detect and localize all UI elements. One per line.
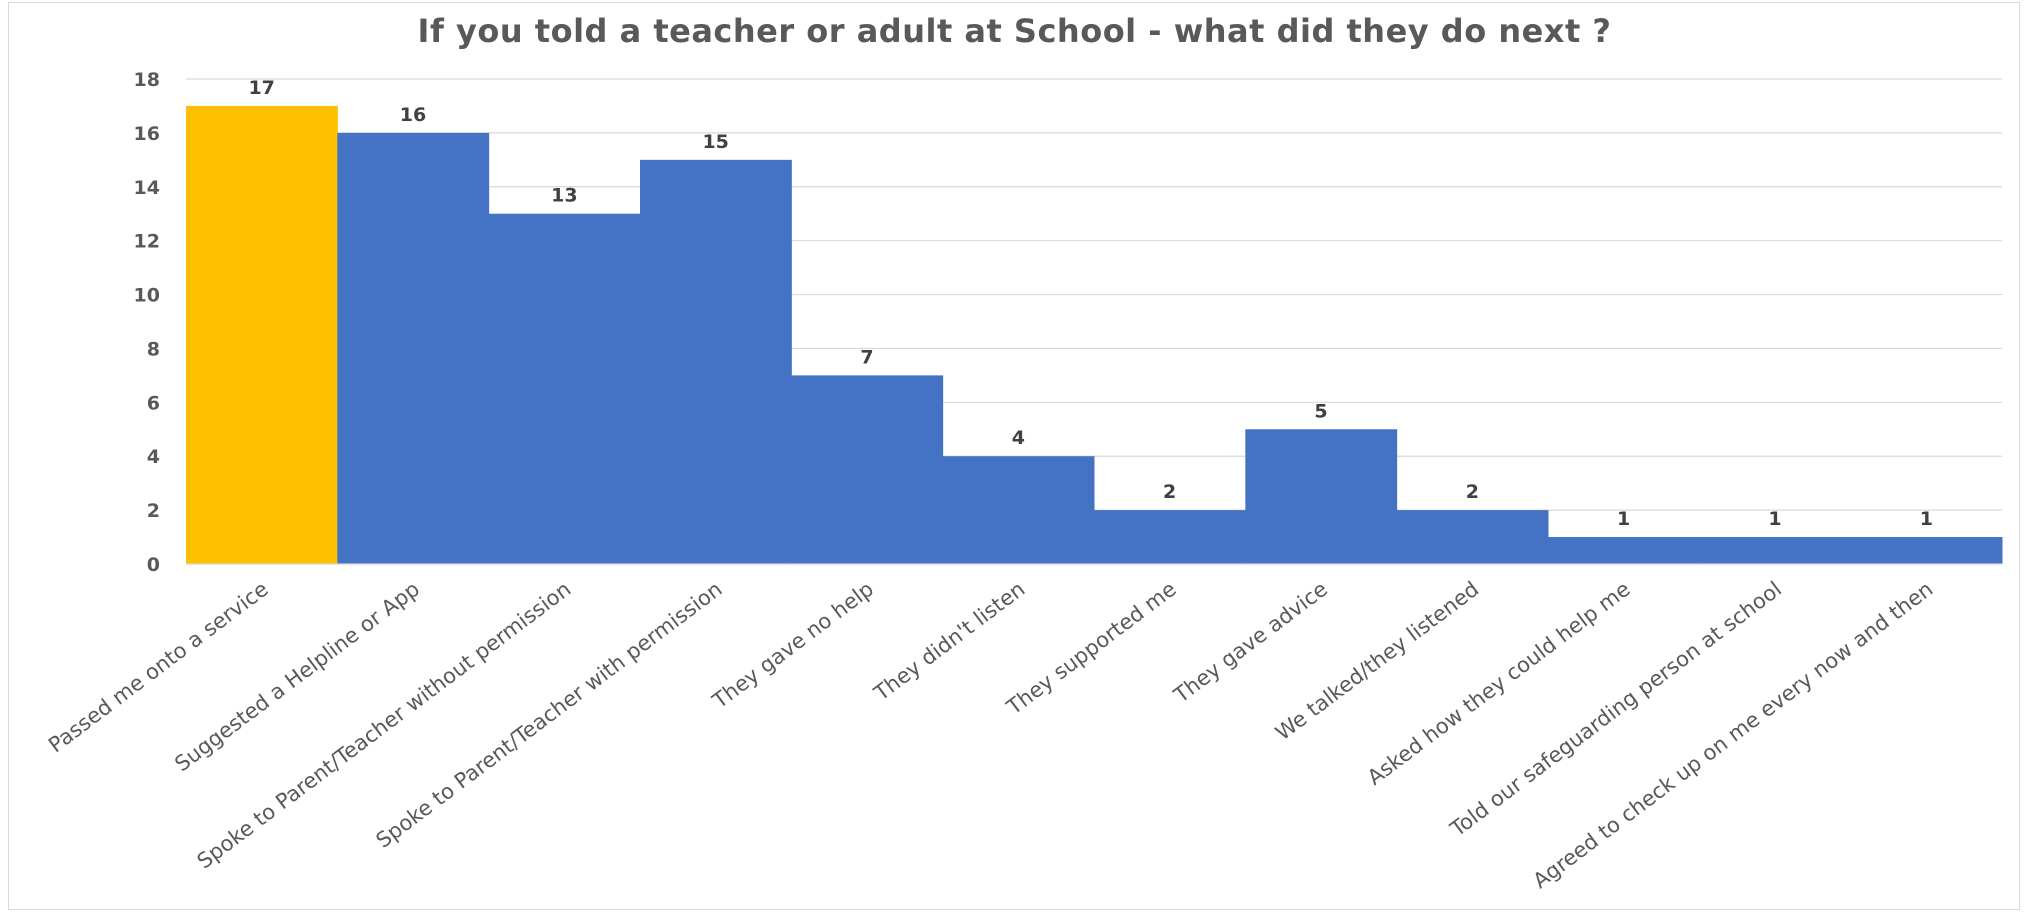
- data-label: 1: [1617, 508, 1630, 530]
- y-tick-label: 0: [147, 554, 160, 576]
- data-label: 2: [1163, 481, 1176, 503]
- bar: [186, 105, 338, 564]
- x-tick-label: They gave no help: [707, 577, 878, 714]
- bar: [1094, 510, 1246, 564]
- y-tick-label: 6: [147, 392, 160, 414]
- data-label: 17: [248, 77, 274, 99]
- data-label: 15: [702, 131, 728, 153]
- y-tick-label: 2: [147, 500, 160, 522]
- data-label: 1: [1920, 508, 1933, 530]
- data-label: 13: [551, 185, 577, 207]
- x-tick-label: Told our safeguarding person at school: [1445, 577, 1786, 842]
- x-tick-label: They gave advice: [1169, 577, 1332, 708]
- bar: [1396, 510, 1549, 564]
- x-tick-label: They supported me: [1002, 577, 1181, 720]
- bar: [942, 456, 1095, 564]
- data-label: 4: [1012, 427, 1025, 449]
- x-tick-label: Spoke to Parent/Teacher with permission: [372, 577, 727, 853]
- x-tick-label: They didn't listen: [869, 577, 1029, 706]
- data-label: 5: [1314, 400, 1327, 422]
- bar: [640, 159, 792, 565]
- y-tick-label: 10: [134, 285, 160, 307]
- y-tick-label: 4: [147, 446, 160, 468]
- y-tick-label: 8: [147, 338, 160, 360]
- data-label: 1: [1768, 508, 1781, 530]
- bar: [488, 213, 641, 564]
- y-tick-label: 12: [134, 231, 160, 253]
- x-tick-label: Suggested a Helpline or App: [170, 577, 424, 776]
- chart-title: If you told a teacher or adult at School…: [417, 12, 1612, 50]
- bar: [337, 132, 490, 564]
- y-tick-label: 18: [134, 69, 160, 91]
- data-label: 16: [400, 104, 426, 126]
- bar: [1850, 537, 2003, 564]
- y-tick-label: 14: [134, 177, 160, 199]
- y-tick-label: 16: [134, 123, 160, 145]
- bar: [1245, 429, 1398, 564]
- bar: [1699, 537, 1852, 564]
- bar: [1548, 537, 1700, 564]
- data-label: 7: [860, 346, 873, 368]
- data-label: 2: [1466, 481, 1479, 503]
- x-tick-label: Asked how they could help me: [1363, 577, 1635, 790]
- bar: [791, 375, 944, 564]
